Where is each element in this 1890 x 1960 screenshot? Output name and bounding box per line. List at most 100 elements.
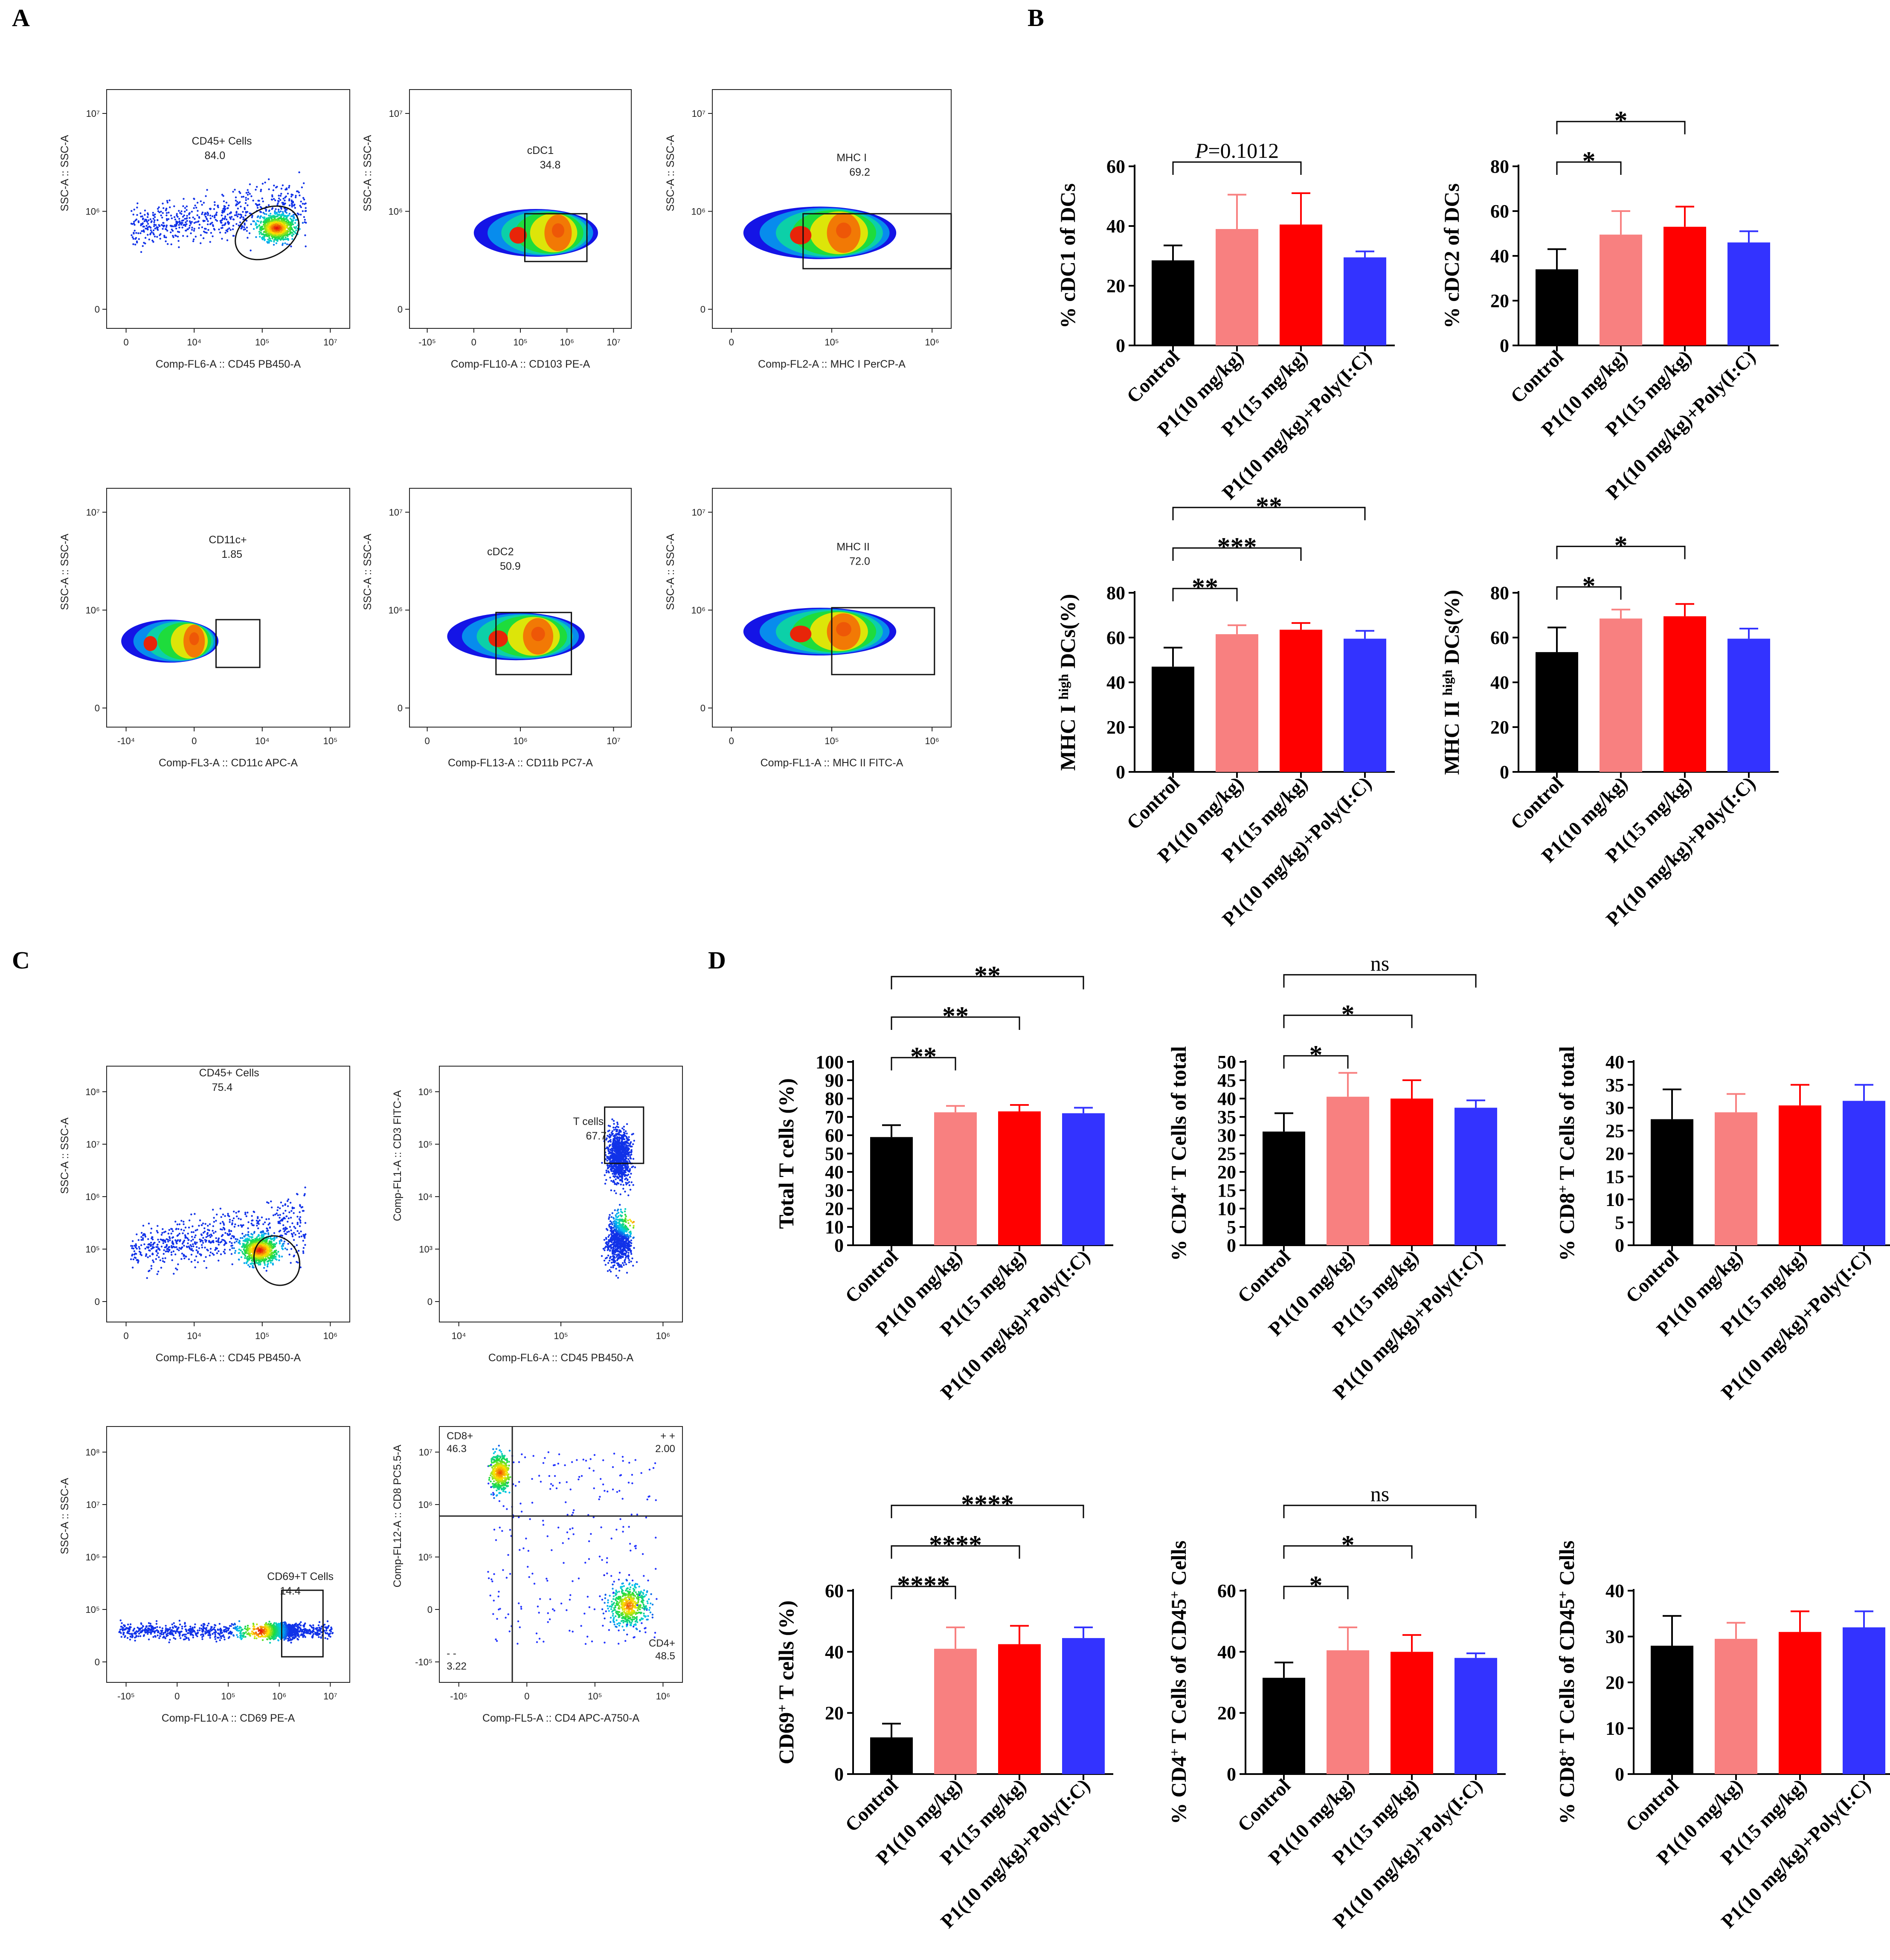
event-dot — [613, 1123, 615, 1125]
event-dot — [293, 216, 295, 218]
event-dot — [182, 216, 184, 218]
event-dot — [187, 1242, 189, 1244]
event-dot — [610, 1229, 612, 1232]
event-dot — [226, 230, 229, 232]
event-dot — [615, 1221, 618, 1223]
event-dot — [285, 217, 287, 220]
density-peak — [790, 226, 812, 245]
event-dot — [290, 245, 292, 247]
event-dot — [269, 233, 271, 235]
event-dot — [283, 233, 285, 235]
event-dot — [286, 224, 288, 226]
event-dot — [258, 1260, 260, 1262]
event-dot — [256, 1247, 258, 1249]
event-dot — [272, 1255, 274, 1257]
event-dot — [273, 1244, 275, 1246]
event-dot — [137, 1239, 140, 1241]
event-dot — [261, 197, 263, 200]
event-dot — [144, 1247, 147, 1250]
event-dot — [149, 218, 152, 220]
events-layer — [743, 206, 897, 259]
event-dot — [269, 1226, 271, 1229]
event-dot — [240, 1224, 242, 1226]
event-dot — [244, 202, 247, 204]
event-dot — [631, 1134, 633, 1136]
event-dot — [300, 214, 302, 216]
event-dot — [221, 238, 223, 240]
event-dot — [267, 1224, 270, 1226]
event-dot — [266, 226, 268, 228]
event-dot — [269, 1241, 271, 1243]
event-dot — [256, 207, 259, 209]
event-dot — [605, 1171, 608, 1174]
event-dot — [609, 1144, 612, 1146]
event-dot — [264, 213, 266, 215]
event-dot — [626, 1231, 628, 1233]
event-dot — [609, 1148, 611, 1151]
event-dot — [203, 1230, 206, 1233]
event-dot — [148, 238, 151, 241]
event-dot — [613, 1156, 615, 1158]
event-dot — [282, 1212, 285, 1215]
event-dot — [231, 1224, 233, 1226]
event-dot — [167, 1241, 169, 1243]
event-dot — [245, 1215, 247, 1218]
event-dot — [611, 1149, 614, 1152]
event-dot — [614, 1168, 616, 1171]
event-dot — [268, 1222, 271, 1224]
event-dot — [243, 1262, 246, 1264]
event-dot — [615, 1125, 618, 1128]
event-dot — [241, 1226, 243, 1228]
y-axis-label: SSC-A :: SSC-A — [59, 533, 71, 610]
event-dot — [624, 1157, 627, 1160]
density-peak — [509, 227, 527, 244]
event-dot — [234, 188, 236, 191]
event-dot — [610, 1216, 613, 1218]
event-dot — [624, 1130, 627, 1132]
event-dot — [157, 1225, 159, 1227]
event-dot — [287, 1198, 290, 1200]
event-dot — [255, 1261, 257, 1264]
event-dot — [182, 1232, 184, 1235]
event-dot — [277, 200, 279, 202]
event-dot — [612, 1142, 614, 1145]
event-dot — [303, 1194, 305, 1197]
event-dot — [249, 212, 251, 215]
event-dot — [184, 211, 186, 213]
event-dot — [261, 1241, 263, 1243]
event-dot — [618, 1242, 620, 1244]
event-dot — [283, 227, 285, 229]
event-dot — [271, 1251, 273, 1253]
event-dot — [161, 1239, 163, 1241]
event-dot — [299, 1204, 301, 1206]
event-dot — [168, 1248, 170, 1251]
event-dot — [288, 223, 290, 226]
event-dot — [261, 238, 264, 240]
event-dot — [607, 1270, 609, 1272]
event-dot — [145, 227, 148, 230]
event-dot — [624, 1167, 626, 1169]
event-dot — [131, 1240, 134, 1242]
events-layer — [121, 620, 219, 663]
event-dot — [154, 227, 157, 230]
event-dot — [245, 197, 247, 199]
event-dot — [238, 1210, 240, 1212]
event-dot — [196, 1229, 198, 1231]
event-dot — [603, 1259, 606, 1262]
event-dot — [162, 1228, 164, 1230]
event-dot — [263, 238, 265, 240]
event-dot — [632, 1143, 634, 1145]
event-dot — [620, 1227, 622, 1229]
event-dot — [271, 216, 274, 218]
event-dot — [291, 1222, 293, 1224]
event-dot — [626, 1234, 628, 1236]
event-dot — [184, 1226, 187, 1229]
event-dot — [206, 1235, 209, 1237]
event-dot — [242, 195, 245, 198]
event-dot — [289, 1226, 291, 1228]
event-dot — [284, 1232, 286, 1235]
event-dot — [616, 1262, 618, 1264]
event-dot — [621, 1215, 623, 1217]
event-dot — [178, 1232, 180, 1235]
event-dot — [624, 1261, 626, 1264]
